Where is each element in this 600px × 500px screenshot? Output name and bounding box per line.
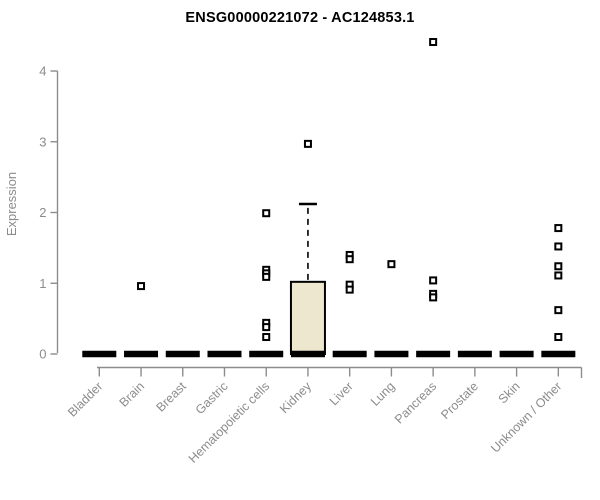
data-point xyxy=(554,306,563,315)
data-point xyxy=(262,333,271,342)
y-axis-label: Expression xyxy=(4,172,19,236)
data-point xyxy=(387,260,396,269)
y-tick-label: 4 xyxy=(39,64,46,79)
category-label: Prostate xyxy=(438,379,481,422)
category-label: Unknown / Other xyxy=(488,379,564,455)
data-point xyxy=(554,262,563,271)
y-tick-label: 3 xyxy=(39,134,46,149)
box-kidney xyxy=(289,280,326,355)
median-bar xyxy=(165,350,200,358)
data-point xyxy=(429,293,438,302)
median-bar xyxy=(541,350,576,358)
data-point xyxy=(262,272,271,281)
data-point xyxy=(303,139,312,148)
category-label: Lung xyxy=(368,379,398,409)
category-label: Kidney xyxy=(277,379,314,416)
median-bar xyxy=(290,350,325,358)
median-bar xyxy=(124,350,159,358)
median-bar xyxy=(374,350,409,358)
median-bar xyxy=(457,350,492,358)
y-tick-label: 1 xyxy=(39,276,46,291)
data-point xyxy=(137,282,146,291)
median-bar xyxy=(499,350,534,358)
y-tick-label: 0 xyxy=(39,347,46,362)
data-point xyxy=(262,323,271,332)
data-point xyxy=(554,333,563,342)
category-label: Liver xyxy=(327,379,356,408)
chart-title: ENSG00000221072 - AC124853.1 xyxy=(185,10,415,26)
data-point xyxy=(554,271,563,280)
y-tick-label: 2 xyxy=(39,205,46,220)
data-point xyxy=(429,37,438,46)
data-point xyxy=(429,276,438,285)
data-point xyxy=(554,224,563,233)
category-label: Hematopoietic cells xyxy=(186,379,273,466)
category-label: Brain xyxy=(117,379,148,410)
data-point xyxy=(554,242,563,251)
median-bar xyxy=(249,350,284,358)
median-bar xyxy=(332,350,367,358)
category-label: Skin xyxy=(496,379,523,406)
data-point xyxy=(262,209,271,218)
category-label: Gastric xyxy=(193,379,231,417)
median-bar xyxy=(416,350,451,358)
median-bar xyxy=(207,350,242,358)
category-label: Breast xyxy=(153,379,189,415)
data-point xyxy=(345,285,354,294)
median-bar xyxy=(82,350,117,358)
category-label: Pancreas xyxy=(392,379,439,426)
category-label: Bladder xyxy=(65,379,105,419)
data-point xyxy=(345,255,354,264)
